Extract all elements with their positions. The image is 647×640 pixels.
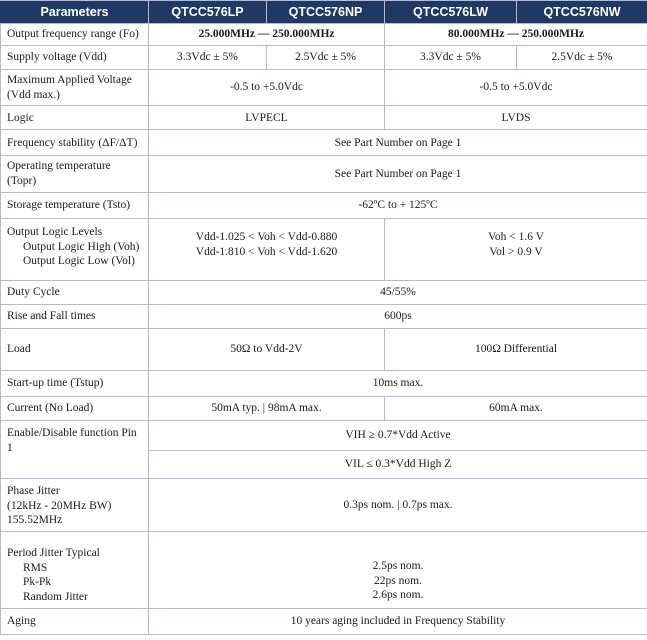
param-label-max-applied-voltage-line2: (Vdd max.) [7, 88, 61, 101]
value-storage-temperature: -62ºC to + 125ºC [148, 191, 647, 219]
table-row-output-frequency: Output frequency range (Fo) 25.000MHz — … [0, 23, 647, 46]
value-enable-disable-vih: VIH ≥ 0.7*Vdd Active [148, 419, 647, 451]
param-label-startup-time: Start-up time (Tstup) [0, 369, 149, 397]
param-label-period-jitter-rms: RMS [23, 561, 48, 574]
table-row-output-logic-levels: Output Logic Levels Output Logic High (V… [0, 217, 647, 281]
header-cell-parameters: Parameters [0, 0, 149, 24]
param-label-period-jitter-pkpk: Pk-Pk [23, 576, 52, 589]
param-label-frequency-stability: Frequency stability (ΔF/ΔT) [0, 129, 149, 157]
table-row-startup-time: Start-up time (Tstup) 10ms max. [0, 369, 647, 397]
value-supply-voltage-nw: 2.5Vdc ± 5% [516, 45, 647, 70]
value-supply-voltage-lw: 3.3Vdc ± 5% [384, 45, 517, 70]
value-rise-fall-times: 600ps [148, 303, 647, 329]
param-label-output-logic-high: Output Logic High (Voh) [23, 240, 140, 253]
value-duty-cycle: 45/55% [148, 279, 647, 305]
table-row-supply-voltage: Supply voltage (Vdd) 3.3Vdc ± 5% 2.5Vdc … [0, 45, 647, 70]
value-output-logic-high-right: Voh < 1.6 V [488, 230, 544, 243]
param-label-duty-cycle: Duty Cycle [0, 279, 149, 305]
param-label-load: Load [0, 327, 149, 371]
value-logic-right: LVDS [384, 105, 647, 131]
header-cell-qtcc576np: QTCC576NP [266, 0, 385, 24]
table-row-phase-jitter: Phase Jitter (12kHz - 20MHz BW) 155.52MH… [0, 477, 647, 533]
param-label-phase-jitter: Phase Jitter (12kHz - 20MHz BW) 155.52MH… [0, 477, 149, 533]
param-label-current-no-load: Current (No Load) [0, 395, 149, 421]
value-max-applied-voltage-right: -0.5 to +5.0Vdc [384, 68, 647, 107]
value-output-logic-low-left: Vdd-1.810 < Voh < Vdd-1.620 [195, 245, 338, 258]
param-label-output-frequency: Output frequency range (Fo) [0, 23, 149, 46]
param-label-output-logic-low: Output Logic Low (Vol) [23, 255, 135, 268]
value-startup-time: 10ms max. [148, 369, 647, 397]
param-label-rise-fall-times: Rise and Fall times [0, 303, 149, 329]
param-label-enable-disable-line1: Enable/Disable function Pin [7, 426, 137, 439]
table-row-enable-disable-vil: VIL ≤ 0.3*Vdd High Z [1, 449, 647, 479]
param-label-enable-disable: Enable/Disable function Pin 1 [0, 419, 149, 479]
param-label-enable-disable-line2: 1 [7, 441, 13, 454]
table-row-storage-temperature: Storage temperature (Tsto) -62ºC to + 12… [0, 191, 647, 219]
param-label-period-jitter: Period Jitter Typical RMS Pk-Pk Random J… [0, 531, 149, 609]
header-cell-qtcc576lp: QTCC576LP [148, 0, 267, 24]
table-row-period-jitter: Period Jitter Typical RMS Pk-Pk Random J… [0, 531, 647, 609]
table-row-rise-fall-times: Rise and Fall times 600ps [0, 303, 647, 329]
value-max-applied-voltage-left: -0.5 to +5.0Vdc [148, 68, 385, 107]
value-enable-disable-vil: VIL ≤ 0.3*Vdd High Z [148, 449, 647, 479]
table-row-logic: Logic LVPECL LVDS [0, 105, 647, 131]
value-load-left: 50Ω to Vdd-2V [148, 327, 385, 371]
table-row-current-no-load: Current (No Load) 50mA typ. | 98mA max. … [0, 395, 647, 421]
header-cell-qtcc576lw: QTCC576LW [384, 0, 517, 24]
value-operating-temperature: See Part Number on Page 1 [148, 155, 647, 193]
value-output-logic-high-left: Vdd-1.025 < Voh < Vdd-0.880 [195, 230, 338, 243]
table-row-max-applied-voltage: Maximum Applied Voltage (Vdd max.) -0.5 … [0, 68, 647, 107]
param-label-storage-temperature: Storage temperature (Tsto) [0, 191, 149, 219]
param-label-max-applied-voltage: Maximum Applied Voltage (Vdd max.) [0, 68, 149, 107]
value-period-jitter-pkpk: 22ps nom. [374, 574, 422, 587]
value-output-logic-low-right: Vol > 0.9 V [489, 245, 543, 258]
value-period-jitter-random: 2.6ps nom. [372, 589, 424, 602]
param-label-aging: Aging [0, 607, 149, 635]
param-label-logic: Logic [0, 105, 149, 131]
table-row-load: Load 50Ω to Vdd-2V 100Ω Differential [0, 327, 647, 371]
value-logic-left: LVPECL [148, 105, 385, 131]
param-label-phase-jitter-line1: Phase Jitter [7, 484, 60, 497]
param-label-operating-temperature: Operating temperature (Topr) [0, 155, 149, 193]
value-output-frequency-right: 80.000MHz — 250.000MHz [384, 23, 647, 46]
value-load-right: 100Ω Differential [384, 327, 647, 371]
value-output-logic-levels-left: Vdd-1.025 < Voh < Vdd-0.880 Vdd-1.810 < … [148, 217, 385, 281]
value-aging: 10 years aging included in Frequency Sta… [148, 607, 647, 635]
param-label-period-jitter-random: Random Jitter [23, 591, 88, 604]
value-period-jitter: 2.5ps nom. 22ps nom. 2.6ps nom. [148, 531, 647, 609]
value-output-frequency-left: 25.000MHz — 250.000MHz [148, 23, 385, 46]
param-label-period-jitter-title: Period Jitter Typical [7, 547, 100, 560]
param-label-phase-jitter-line2: (12kHz - 20MHz BW) [7, 499, 112, 512]
value-current-no-load-right: 60mA max. [384, 395, 647, 421]
table-row-enable-disable-vih: Enable/Disable function Pin 1 VIH ≥ 0.7*… [0, 419, 647, 479]
value-current-no-load-left: 50mA typ. | 98mA max. [148, 395, 385, 421]
value-period-jitter-rms: 2.5ps nom. [372, 560, 424, 573]
param-label-output-logic-levels-title: Output Logic Levels [7, 225, 103, 238]
table-row-frequency-stability: Frequency stability (ΔF/ΔT) See Part Num… [0, 129, 647, 157]
param-label-max-applied-voltage-line1: Maximum Applied Voltage [7, 74, 132, 86]
value-phase-jitter: 0.3ps nom. | 0.7ps max. [148, 477, 647, 533]
table-header-row: Parameters QTCC576LP QTCC576NP QTCC576LW… [0, 0, 647, 24]
table-row-duty-cycle: Duty Cycle 45/55% [0, 279, 647, 305]
table-row-operating-temperature: Operating temperature (Topr) See Part Nu… [0, 155, 647, 193]
param-label-phase-jitter-line3: 155.52MHz [7, 514, 63, 527]
header-cell-qtcc576nw: QTCC576NW [516, 0, 647, 24]
table-row-aging: Aging 10 years aging included in Frequen… [0, 607, 647, 635]
value-output-logic-levels-right: Voh < 1.6 V Vol > 0.9 V [384, 217, 647, 281]
value-supply-voltage-np: 2.5Vdc ± 5% [266, 45, 385, 70]
value-supply-voltage-lp: 3.3Vdc ± 5% [148, 45, 267, 70]
param-label-supply-voltage: Supply voltage (Vdd) [0, 45, 149, 70]
value-frequency-stability: See Part Number on Page 1 [148, 129, 647, 157]
param-label-output-logic-levels: Output Logic Levels Output Logic High (V… [0, 217, 149, 281]
